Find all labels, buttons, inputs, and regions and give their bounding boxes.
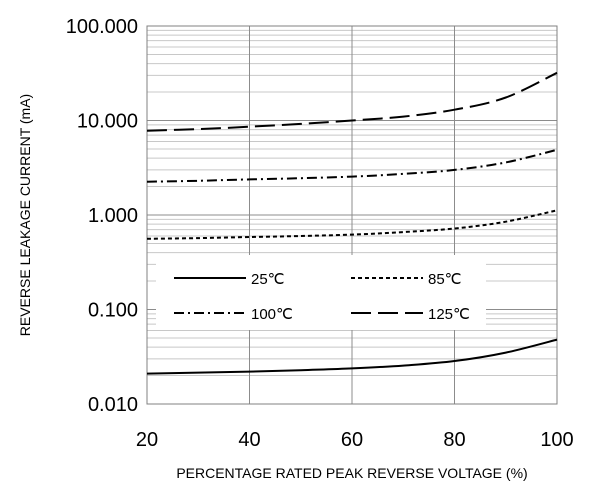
legend-box [156,255,486,330]
y-tick-label: 10.000 [77,111,138,133]
x-tick-label: 100 [540,429,573,451]
series-line [146,71,558,132]
series-layer [146,71,558,375]
x-axis-title: PERCENTAGE RATED PEAK REVERSE VOLTAGE (%… [176,465,527,481]
y-axis-title: REVERSE LEAKAGE CURRENT (mA) [17,94,33,336]
y-tick-label: 100.000 [66,16,138,38]
y-tick-label: 0.100 [88,300,138,322]
x-tick-label: 80 [443,429,465,451]
x-tick-label: 40 [238,429,260,451]
series-line [146,338,558,375]
x-tick-label: 20 [136,429,158,451]
legend-label: 85℃ [428,271,462,288]
legend-label: 25℃ [251,271,285,288]
tick-labels: 0.010 0.100 1.000 10.000 100.000 20 40 60 80 100 [66,16,574,451]
x-tick-label: 60 [341,429,363,451]
y-tick-label: 0.010 [88,394,138,416]
y-tick-label: 1.000 [88,205,138,227]
legend-label: 125℃ [428,306,470,323]
legend-label: 100℃ [251,306,293,323]
plot-area-border [146,25,558,405]
series-line [146,148,558,183]
legend: 25℃ 85℃ 100℃ 125℃ [156,255,486,330]
series-line [146,209,558,240]
